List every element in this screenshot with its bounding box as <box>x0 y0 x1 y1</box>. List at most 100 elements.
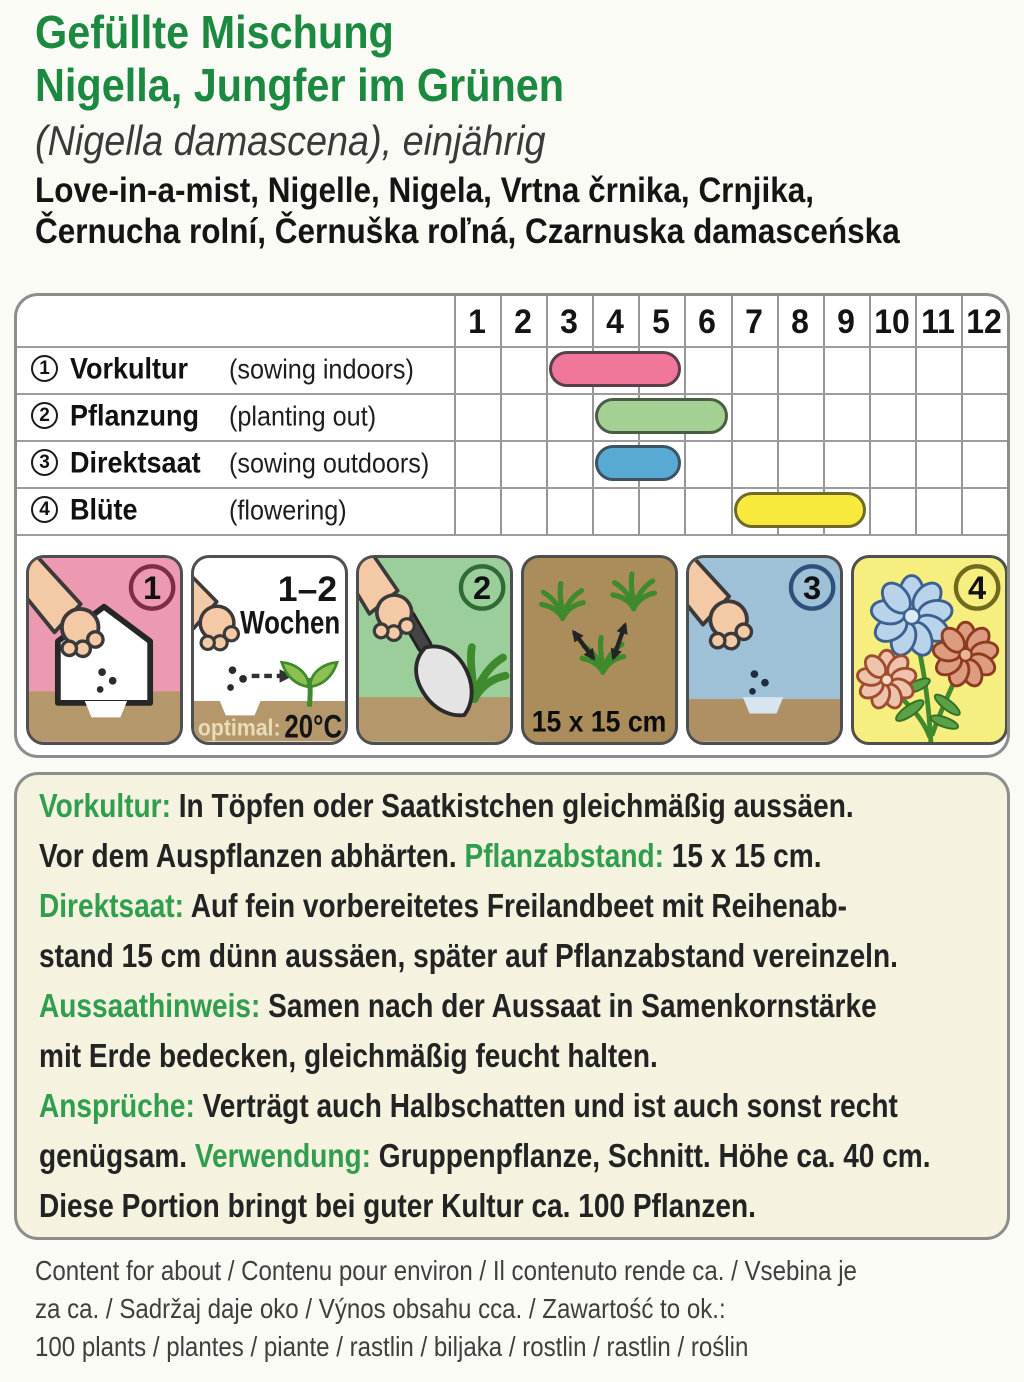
calendar-bar <box>733 492 866 528</box>
instruction-text: Gruppenpflanze, Schnitt. Höhe ca. 40 cm. <box>370 1137 931 1174</box>
common-names-line2: Černucha rolní, Černuška roľná, Czarnusk… <box>35 212 900 251</box>
instruction-keyword: Pflanzabstand: <box>464 837 664 874</box>
instruction-text: Diese Portion bringt bei guter Kultur ca… <box>39 1187 756 1224</box>
pictogram-art-sowing-indoors: 1 <box>29 558 180 742</box>
month-label: 2 <box>514 303 533 341</box>
hand-icon <box>29 558 105 659</box>
calendar-bar <box>595 445 682 481</box>
sowing-calendar-box: 1 2 3 4 5 6 7 8 9 10 11 12 1 Vorkultur (sowing indoors… <box>14 293 1010 758</box>
pictogram-art-planting-out: 2 <box>359 558 510 742</box>
sowing-calendar-grid: 1 2 3 4 5 6 7 8 9 10 11 12 1 Vorkultur (sowing indoors… <box>17 296 1007 755</box>
pictogram-flowering: 4 <box>851 555 1007 745</box>
step-number-badge: 4 <box>31 496 58 523</box>
svg-text:1: 1 <box>143 569 161 606</box>
instruction-line: Ansprüche: Verträgt auch Halbschatten un… <box>39 1087 1007 1137</box>
grid-line <box>17 534 1007 536</box>
calendar-row-label: 3 Direktsaat (sowing outdoors) <box>17 440 454 487</box>
grid-line <box>546 296 549 534</box>
content-note-line: Content for about / Contenu pour environ… <box>35 1255 857 1286</box>
svg-text:optimal:: optimal: <box>198 715 281 741</box>
calendar-row-sublabel: (sowing indoors) <box>229 352 414 384</box>
instruction-line: Vorkultur: In Töpfen oder Saatkistchen g… <box>39 787 1007 837</box>
svg-text:4: 4 <box>968 569 986 606</box>
calendar-row-sublabel: (flowering) <box>229 493 347 525</box>
calendar-row-sublabel: (sowing outdoors) <box>229 446 430 478</box>
step-badge: 3 <box>788 564 836 611</box>
instruction-keyword: Verwendung: <box>194 1137 371 1174</box>
month-label: 8 <box>790 303 809 341</box>
seeds-icon <box>227 666 247 691</box>
instruction-line: stand 15 cm dünn aussäen, später auf Pfl… <box>39 937 1007 987</box>
grid-line <box>914 296 917 534</box>
content-note-line: 100 plants / plantes / piante / rastlin … <box>35 1331 749 1362</box>
grid-line <box>960 296 963 534</box>
svg-text:Wochen: Wochen <box>240 604 340 641</box>
calendar-row-sublabel: (planting out) <box>229 399 377 431</box>
instruction-text: genügsam. <box>39 1137 195 1174</box>
instruction-text: In Töpfen oder Saatkistchen gleichmäßig … <box>170 787 854 824</box>
pictogram-art-flowering: 4 <box>856 564 1001 742</box>
instruction-text: Samen nach der Aussaat in Samenkornstärk… <box>260 987 877 1024</box>
spacing-arrow-icon <box>610 622 628 661</box>
instruction-line-text: Diese Portion bringt bei guter Kultur ca… <box>39 1187 756 1225</box>
calendar-row-name: Blüte <box>70 492 138 526</box>
svg-text:2: 2 <box>473 569 491 606</box>
month-label: 4 <box>606 303 625 341</box>
grid-line <box>454 296 456 534</box>
pictogram-germination: 1–2 Wochen optimal: 20°C <box>191 555 348 745</box>
hand-icon <box>194 558 241 652</box>
seedling-icon <box>539 581 586 621</box>
month-label: 5 <box>652 303 671 341</box>
grid-line <box>500 296 503 534</box>
step-badge: 2 <box>458 564 506 611</box>
step-badge: 1 <box>128 564 176 611</box>
instruction-line-text: Aussaathinweis: Samen nach der Aussaat i… <box>39 987 877 1025</box>
hand-icon <box>359 558 416 643</box>
instruction-line-text: stand 15 cm dünn aussäen, später auf Pfl… <box>39 937 898 975</box>
instruction-text: stand 15 cm dünn aussäen, später auf Pfl… <box>39 937 898 974</box>
step-number-badge: 2 <box>31 402 58 429</box>
packet-header: Gefüllte Mischung Nigella, Jungfer im Gr… <box>35 6 996 252</box>
instruction-text: Verträgt auch Halbschatten und ist auch … <box>194 1087 898 1124</box>
instruction-text: Auf fein vorbereitetes Freilandbeet mit … <box>183 887 847 924</box>
instruction-line-text: Direktsaat: Auf fein vorbereitetes Freil… <box>39 887 847 925</box>
calendar-row-name: Pflanzung <box>70 398 199 432</box>
svg-text:1–2: 1–2 <box>278 569 337 609</box>
instruction-keyword: Direktsaat: <box>39 887 184 924</box>
leaves <box>895 677 961 730</box>
calendar-row-label: 4 Blüte (flowering) <box>17 487 454 534</box>
step-number-badge: 3 <box>31 449 58 476</box>
month-label: 3 <box>560 303 579 341</box>
month-label: 6 <box>698 303 717 341</box>
instruction-line: Diese Portion bringt bei guter Kultur ca… <box>39 1187 1007 1237</box>
spacing-label: 15 x 15 cm <box>532 706 667 739</box>
instruction-keyword: Vorkultur: <box>39 787 171 824</box>
instruction-text: mit Erde bedecken, gleichmäßig feucht ha… <box>39 1037 658 1074</box>
month-label: 11 <box>920 303 955 341</box>
flower-icon <box>856 648 918 710</box>
pictogram-planting-out: 2 <box>356 555 513 745</box>
spacing-arrow-icon <box>572 629 596 661</box>
seeds-icon <box>96 668 117 693</box>
flower-icon <box>931 620 1000 688</box>
pictogram-spacing: 15 x 15 cm <box>521 555 678 745</box>
month-label: 12 <box>966 303 1002 341</box>
month-label: 7 <box>744 303 763 341</box>
sprout-icon <box>279 660 340 707</box>
month-label: 1 <box>468 303 486 341</box>
step-number-badge: 1 <box>31 355 58 382</box>
month-label: 9 <box>836 303 855 341</box>
pictogram-sowing-outdoors: 3 <box>686 555 843 745</box>
instruction-line-text: Ansprüche: Verträgt auch Halbschatten un… <box>39 1087 898 1125</box>
instruction-keyword: Aussaathinweis: <box>39 987 261 1024</box>
seeds-icon <box>749 670 769 695</box>
variety-title: Gefüllte Mischung <box>35 6 394 58</box>
instruction-line-text: Vor dem Auspflanzen abhärten. Pflanzabst… <box>39 837 822 875</box>
instruction-text: Vor dem Auspflanzen abhärten. <box>39 837 465 874</box>
calendar-row-name: Direktsaat <box>70 445 201 479</box>
instruction-line: genügsam. Verwendung: Gruppenpflanze, Sc… <box>39 1137 1007 1187</box>
pictogram-art-sowing-outdoors: 3 <box>689 558 840 742</box>
grid-line <box>868 296 871 534</box>
seedling-icon <box>610 571 658 612</box>
